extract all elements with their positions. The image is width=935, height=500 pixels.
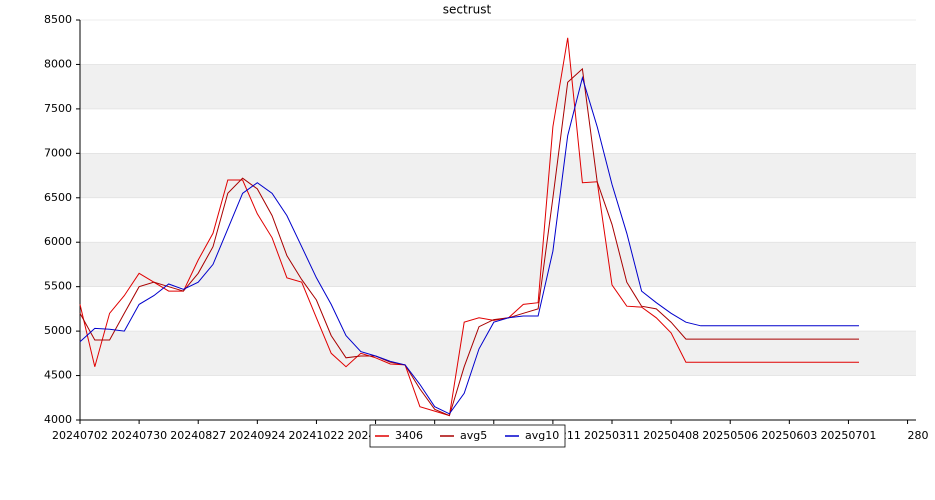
y-tick-label: 5500 (44, 280, 72, 293)
x-tick-label: 20250408 (643, 429, 699, 442)
y-tick-label: 7500 (44, 102, 72, 115)
x-tick-label: 20250506 (702, 429, 758, 442)
chart-title: sectrust (443, 3, 492, 17)
x-tick-label: 20240924 (229, 429, 285, 442)
legend-box (369, 424, 566, 448)
grid-band (80, 242, 916, 287)
y-tick-label: 8500 (44, 13, 72, 26)
y-tick-label: 8000 (44, 57, 72, 70)
y-tick-label: 6500 (44, 191, 72, 204)
x-tick-label: 20250311 (584, 429, 640, 442)
y-tick-label: 5000 (44, 324, 72, 337)
x-tick-label: 20250701 (820, 429, 876, 442)
legend-label: avg10 (525, 429, 559, 442)
x-tick-label: 20240730 (111, 429, 167, 442)
y-tick-label: 6000 (44, 235, 72, 248)
x-tick-label: 280 (908, 429, 929, 442)
grid-band (80, 153, 916, 198)
grid-band (80, 331, 916, 376)
x-tick-label: 20250603 (761, 429, 817, 442)
grid-band (80, 64, 916, 109)
x-tick-label: 20240827 (170, 429, 226, 442)
x-tick-label: 20241022 (288, 429, 344, 442)
y-tick-label: 4500 (44, 369, 72, 382)
y-tick-label: 4000 (44, 413, 72, 426)
legend-label: 3406 (395, 429, 423, 442)
legend: 3406 avg5 avg10 (369, 424, 566, 448)
series-line (79, 37, 859, 417)
y-tick-label: 7000 (44, 146, 72, 159)
series-line (79, 75, 859, 415)
grid (80, 19, 916, 421)
series-line (79, 67, 859, 417)
legend-label: avg5 (460, 429, 487, 442)
x-tick-label: 20240702 (52, 429, 108, 442)
